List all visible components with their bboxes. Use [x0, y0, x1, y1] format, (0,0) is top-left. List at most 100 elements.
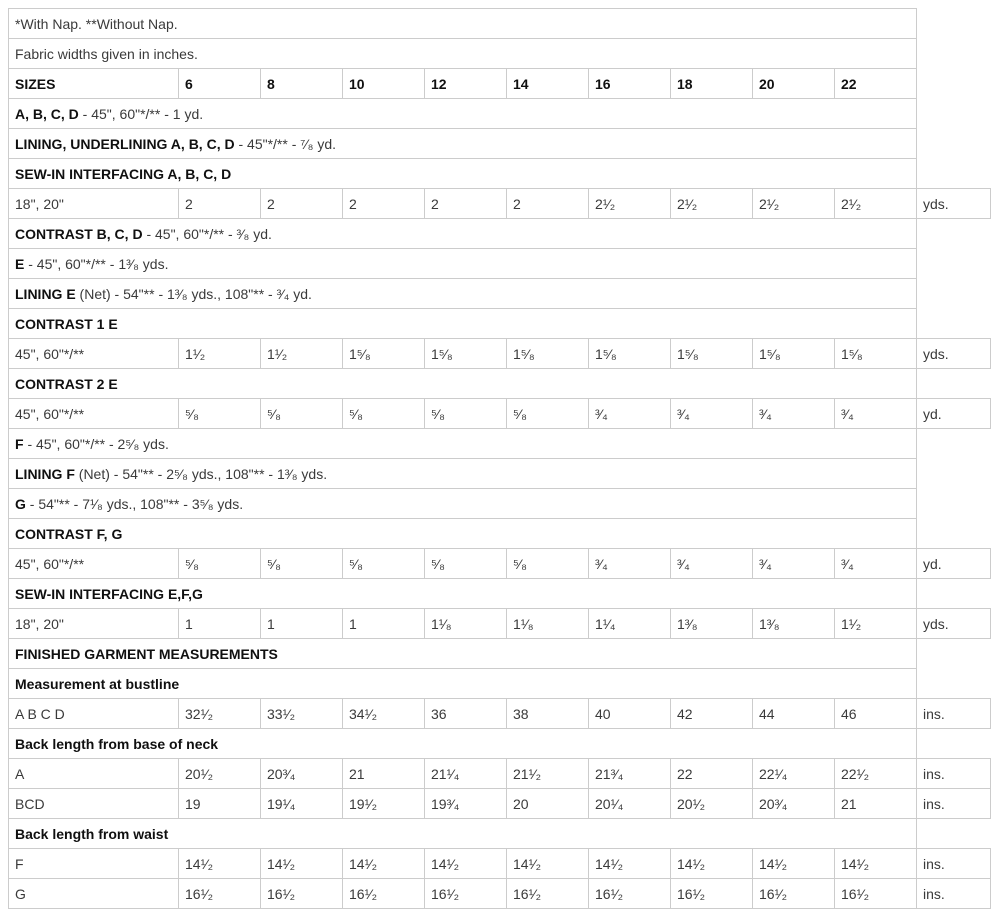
section-label-cell: CONTRAST B, C, D - 45", 60"*/** - ³⁄₈ yd…: [8, 218, 917, 249]
section-label-cell: CONTRAST 2 E: [8, 368, 917, 399]
value-cell: 1⁵⁄₈: [342, 338, 425, 369]
unit-cell: [916, 38, 991, 69]
table-row: SEW-IN INTERFACING A, B, C, D: [8, 158, 991, 189]
value-cell: 14¹⁄₂: [588, 848, 671, 879]
size-header-cell: 14: [506, 68, 589, 99]
section-label-cell: A, B, C, D - 45", 60"*/** - 1 yd.: [8, 98, 917, 129]
value-cell: 16¹⁄₂: [424, 878, 507, 909]
section-label-rest: - 45", 60"*/** - 1³⁄₈ yds.: [24, 255, 169, 272]
section-label-bold: Back length from base of neck: [15, 735, 219, 752]
unit-cell: [916, 668, 991, 699]
table-row: A B C D 32¹⁄₂ 33¹⁄₂ 34¹⁄₂ 36 38 40 42 44 46 ins.: [8, 698, 991, 729]
table-row: CONTRAST F, G: [8, 518, 991, 549]
value-cell: 19: [178, 788, 261, 819]
unit-cell: [916, 248, 991, 279]
table-row: *With Nap. **Without Nap.: [8, 8, 991, 39]
unit-cell: ins.: [916, 878, 991, 909]
section-label-rest: - 45"*/** - ⁷⁄₈ yd.: [234, 135, 337, 152]
value-cell: 19³⁄₄: [424, 788, 507, 819]
section-label-cell: Measurement at bustline: [8, 668, 917, 699]
value-cell: ⁵⁄₈: [178, 398, 261, 429]
value-cell: 20¹⁄₄: [588, 788, 671, 819]
size-header-cell: 12: [424, 68, 507, 99]
section-label-cell: LINING F (Net) - 54"** - 2⁵⁄₈ yds., 108"…: [8, 458, 917, 489]
unit-cell: [916, 128, 991, 159]
table-row: SEW-IN INTERFACING E,F,G: [8, 578, 991, 609]
value-cell: 33¹⁄₂: [260, 698, 343, 729]
value-cell: 20³⁄₄: [260, 758, 343, 789]
row-label-cell: 45", 60"*/**: [8, 398, 179, 429]
row-label-cell: A B C D: [8, 698, 179, 729]
value-cell: 16¹⁄₂: [342, 878, 425, 909]
table-row: Fabric widths given in inches.: [8, 38, 991, 69]
section-label-bold: LINING E: [15, 285, 76, 302]
section-label-cell: SEW-IN INTERFACING A, B, C, D: [8, 158, 917, 189]
value-cell: ³⁄₄: [752, 548, 835, 579]
unit-cell: [916, 458, 991, 489]
value-cell: 16¹⁄₂: [834, 878, 917, 909]
section-label-cell: CONTRAST 1 E: [8, 308, 917, 339]
unit-cell: ins.: [916, 848, 991, 879]
value-cell: 40: [588, 698, 671, 729]
value-cell: 21: [834, 788, 917, 819]
unit-cell: [916, 68, 991, 99]
value-cell: 14¹⁄₂: [834, 848, 917, 879]
section-label-bold: G: [15, 495, 26, 512]
table-row: 18", 20" 1 1 1 1¹⁄₈ 1¹⁄₈ 1¹⁄₄ 1³⁄₈ 1³⁄₈ 1¹⁄₂ yds.: [8, 608, 991, 639]
note-cell: *With Nap. **Without Nap.: [8, 8, 917, 39]
unit-cell: yds.: [916, 188, 991, 219]
table-row: SIZES 6 8 10 12 14 16 18 20 22: [8, 68, 991, 99]
value-cell: ³⁄₄: [834, 398, 917, 429]
value-cell: 20: [506, 788, 589, 819]
value-cell: 20¹⁄₂: [178, 758, 261, 789]
unit-cell: yds.: [916, 338, 991, 369]
table-row: CONTRAST 1 E: [8, 308, 991, 339]
value-cell: 16¹⁄₂: [178, 878, 261, 909]
section-label-bold: SEW-IN INTERFACING A, B, C, D: [15, 165, 232, 182]
sizes-header-cell: SIZES: [8, 68, 179, 99]
table-row: 18", 20" 2 2 2 2 2 2¹⁄₂ 2¹⁄₂ 2¹⁄₂ 2¹⁄₂ yds.: [8, 188, 991, 219]
fabric-requirements-table: *With Nap. **Without Nap. Fabric widths g…: [8, 8, 991, 909]
value-cell: ⁵⁄₈: [342, 398, 425, 429]
value-cell: 16¹⁄₂: [752, 878, 835, 909]
value-cell: 44: [752, 698, 835, 729]
row-label-cell: G: [8, 878, 179, 909]
unit-cell: [916, 518, 991, 549]
row-label-cell: 18", 20": [8, 188, 179, 219]
table-row: BCD 19 19¹⁄₄ 19¹⁄₂ 19³⁄₄ 20 20¹⁄₄ 20¹⁄₂ 20³⁄₄ 21 i…: [8, 788, 991, 819]
value-cell: 19¹⁄₂: [342, 788, 425, 819]
value-cell: 2¹⁄₂: [834, 188, 917, 219]
value-cell: 21¹⁄₂: [506, 758, 589, 789]
value-cell: ³⁄₄: [670, 398, 753, 429]
section-label-cell: Back length from base of neck: [8, 728, 917, 759]
value-cell: 20¹⁄₂: [670, 788, 753, 819]
section-label-cell: Back length from waist: [8, 818, 917, 849]
table-row: A, B, C, D - 45", 60"*/** - 1 yd.: [8, 98, 991, 129]
value-cell: 21: [342, 758, 425, 789]
value-cell: 21³⁄₄: [588, 758, 671, 789]
table-row: CONTRAST B, C, D - 45", 60"*/** - ³⁄₈ yd…: [8, 218, 991, 249]
unit-cell: ins.: [916, 788, 991, 819]
value-cell: 14¹⁄₂: [670, 848, 753, 879]
section-label-bold: SEW-IN INTERFACING E,F,G: [15, 585, 203, 602]
value-cell: 1³⁄₈: [670, 608, 753, 639]
size-header-cell: 6: [178, 68, 261, 99]
table-row: A 20¹⁄₂ 20³⁄₄ 21 21¹⁄₄ 21¹⁄₂ 21³⁄₄ 22 22¹⁄₄ 22¹⁄₂…: [8, 758, 991, 789]
value-cell: 14¹⁄₂: [424, 848, 507, 879]
size-header-cell: 20: [752, 68, 835, 99]
section-label-bold: LINING, UNDERLINING A, B, C, D: [15, 135, 235, 152]
value-cell: 32¹⁄₂: [178, 698, 261, 729]
value-cell: 19¹⁄₄: [260, 788, 343, 819]
value-cell: 14¹⁄₂: [260, 848, 343, 879]
value-cell: 1¹⁄₄: [588, 608, 671, 639]
size-header-cell: 10: [342, 68, 425, 99]
section-label-bold: A, B, C, D: [15, 105, 79, 122]
section-label-rest: - 45", 60"*/** - 2⁵⁄₈ yds.: [23, 435, 169, 452]
table-row: G - 54"** - 7¹⁄₈ yds., 108"** - 3⁵⁄₈ yds…: [8, 488, 991, 519]
section-label-rest: - 54"** - 7¹⁄₈ yds., 108"** - 3⁵⁄₈ yds.: [25, 495, 244, 512]
value-cell: 16¹⁄₂: [260, 878, 343, 909]
table-row: E - 45", 60"*/** - 1³⁄₈ yds.: [8, 248, 991, 279]
value-cell: 2¹⁄₂: [670, 188, 753, 219]
table-row: G 16¹⁄₂ 16¹⁄₂ 16¹⁄₂ 16¹⁄₂ 16¹⁄₂ 16¹⁄₂ 16¹⁄₂ 16¹⁄…: [8, 878, 991, 909]
